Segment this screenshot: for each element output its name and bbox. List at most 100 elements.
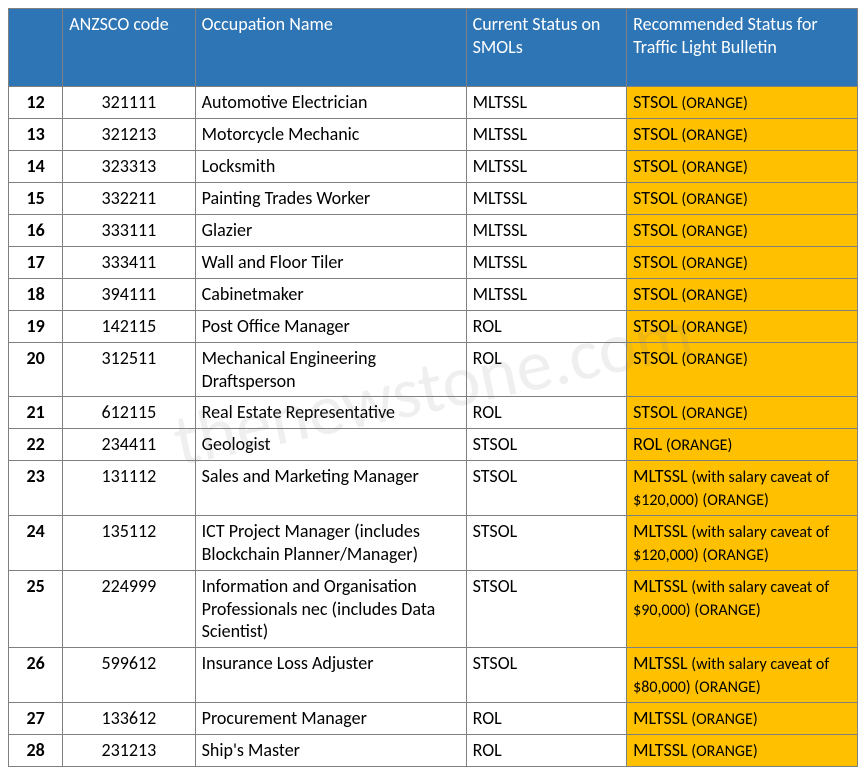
occupation-name: Cabinetmaker [195,279,466,311]
occupation-name: ICT Project Manager (includes Blockchain… [195,516,466,571]
recommended-main: MLTSSL [633,520,687,542]
occupation-name: Geologist [195,429,466,461]
col-header-occupation: Occupation Name [195,9,466,87]
table-row: 19142115Post Office ManagerROLSTSOL (ORA… [9,311,858,343]
col-header-index [9,9,63,87]
current-status: MLTSSL [466,279,627,311]
anzsco-code: 133612 [63,702,195,734]
recommended-sub: (ORANGE) [678,126,748,145]
anzsco-code: 224999 [63,571,195,648]
recommended-status: STSOL (ORANGE) [627,279,858,311]
col-header-code: ANZSCO code [63,9,195,87]
table-row: 16333111GlazierMLTSSLSTSOL (ORANGE) [9,215,858,247]
recommended-main: STSOL [633,251,678,273]
recommended-status: MLTSSL (with salary caveat of $80,000) (… [627,647,858,702]
occupation-name: Sales and Marketing Manager [195,461,466,516]
current-status: MLTSSL [466,183,627,215]
table-row: 14323313LocksmithMLTSSLSTSOL (ORANGE) [9,151,858,183]
table-row: 22234411GeologistSTSOLROL (ORANGE) [9,429,858,461]
row-index: 15 [9,183,63,215]
recommended-main: STSOL [633,347,678,369]
recommended-status: MLTSSL (ORANGE) [627,702,858,734]
row-index: 19 [9,311,63,343]
recommended-status: STSOL (ORANGE) [627,215,858,247]
recommended-main: STSOL [633,123,678,145]
recommended-status: ROL (ORANGE) [627,429,858,461]
occupation-name: Procurement Manager [195,702,466,734]
occupation-name: Information and Organisation Professiona… [195,571,466,648]
anzsco-code: 612115 [63,397,195,429]
col-header-status: Current Status on SMOLs [466,9,627,87]
recommended-status: STSOL (ORANGE) [627,151,858,183]
recommended-main: STSOL [633,187,678,209]
anzsco-code: 231213 [63,734,195,766]
occupation-name: Post Office Manager [195,311,466,343]
row-index: 24 [9,516,63,571]
occupation-name: Insurance Loss Adjuster [195,647,466,702]
occupation-name: Real Estate Representative [195,397,466,429]
current-status: MLTSSL [466,247,627,279]
table-row: 17333411Wall and Floor TilerMLTSSLSTSOL … [9,247,858,279]
recommended-main: STSOL [633,91,678,113]
anzsco-code: 394111 [63,279,195,311]
recommended-status: STSOL (ORANGE) [627,183,858,215]
recommended-status: STSOL (ORANGE) [627,397,858,429]
recommended-main: MLTSSL [633,575,687,597]
row-index: 21 [9,397,63,429]
recommended-main: STSOL [633,315,678,337]
current-status: STSOL [466,429,627,461]
recommended-status: STSOL (ORANGE) [627,119,858,151]
recommended-main: STSOL [633,155,678,177]
table-row: 12321111Automotive ElectricianMLTSSLSTSO… [9,87,858,119]
table-row: 24135112ICT Project Manager (includes Bl… [9,516,858,571]
row-index: 17 [9,247,63,279]
recommended-status: MLTSSL (ORANGE) [627,734,858,766]
table-row: 21612115Real Estate RepresentativeROLSTS… [9,397,858,429]
occupation-name: Automotive Electrician [195,87,466,119]
anzsco-code: 321213 [63,119,195,151]
current-status: ROL [466,702,627,734]
table-header-row: ANZSCO code Occupation Name Current Stat… [9,9,858,87]
current-status: MLTSSL [466,87,627,119]
recommended-sub: (ORANGE) [678,350,748,369]
row-index: 22 [9,429,63,461]
table-row: 20312511Mechanical Engineering Draftsper… [9,343,858,397]
recommended-sub: (ORANGE) [678,286,748,305]
occupation-name: Motorcycle Mechanic [195,119,466,151]
row-index: 25 [9,571,63,648]
row-index: 28 [9,734,63,766]
recommended-main: ROL [633,433,662,455]
row-index: 16 [9,215,63,247]
row-index: 26 [9,647,63,702]
recommended-sub: (ORANGE) [678,222,748,241]
row-index: 14 [9,151,63,183]
occupation-name: Glazier [195,215,466,247]
table-row: 25224999Information and Organisation Pro… [9,571,858,648]
table-row: 26599612Insurance Loss AdjusterSTSOLMLTS… [9,647,858,702]
anzsco-code: 332211 [63,183,195,215]
recommended-main: MLTSSL [633,707,687,729]
occupation-name: Mechanical Engineering Draftsperson [195,343,466,397]
anzsco-code: 333411 [63,247,195,279]
anzsco-code: 131112 [63,461,195,516]
recommended-main: MLTSSL [633,739,687,761]
occupation-table: ANZSCO code Occupation Name Current Stat… [8,8,858,767]
recommended-main: STSOL [633,283,678,305]
occupation-name: Wall and Floor Tiler [195,247,466,279]
current-status: STSOL [466,647,627,702]
recommended-sub: (ORANGE) [678,254,748,273]
recommended-status: STSOL (ORANGE) [627,311,858,343]
recommended-sub: (ORANGE) [688,710,758,729]
current-status: STSOL [466,516,627,571]
row-index: 23 [9,461,63,516]
current-status: STSOL [466,571,627,648]
anzsco-code: 234411 [63,429,195,461]
recommended-sub: (ORANGE) [678,318,748,337]
current-status: MLTSSL [466,119,627,151]
occupation-name: Locksmith [195,151,466,183]
anzsco-code: 135112 [63,516,195,571]
current-status: STSOL [466,461,627,516]
current-status: MLTSSL [466,151,627,183]
current-status: ROL [466,343,627,397]
recommended-main: STSOL [633,219,678,241]
